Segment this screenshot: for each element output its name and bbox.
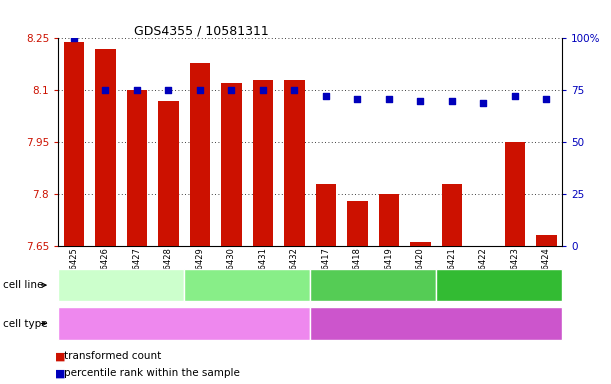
- Bar: [189, 63, 210, 246]
- Text: ■: ■: [55, 368, 65, 378]
- Bar: [221, 83, 241, 246]
- Bar: [64, 42, 84, 246]
- Text: iNOS dependent: iNOS dependent: [393, 318, 479, 329]
- Text: uvmo-3: uvmo-3: [227, 280, 267, 290]
- Bar: [505, 142, 525, 246]
- Point: [478, 99, 488, 106]
- Bar: [347, 201, 368, 246]
- Bar: [252, 80, 273, 246]
- Point: [510, 93, 520, 99]
- Text: cell line: cell line: [3, 280, 43, 290]
- Point: [353, 96, 362, 102]
- Point: [258, 87, 268, 93]
- Point: [195, 87, 205, 93]
- Point: [541, 96, 551, 102]
- Text: GDS4355 / 10581311: GDS4355 / 10581311: [134, 24, 268, 37]
- Point: [384, 96, 393, 102]
- Bar: [410, 242, 431, 246]
- Bar: [158, 101, 178, 246]
- Text: uvmo-4: uvmo-4: [353, 280, 393, 290]
- Point: [132, 87, 142, 93]
- Bar: [316, 184, 336, 246]
- Point: [415, 98, 425, 104]
- Point: [447, 98, 457, 104]
- Text: iNOS independent: iNOS independent: [137, 318, 232, 329]
- Point: [163, 87, 173, 93]
- Point: [321, 93, 331, 99]
- Text: uvmo-2: uvmo-2: [101, 280, 141, 290]
- Text: transformed count: transformed count: [64, 351, 161, 361]
- Point: [227, 87, 236, 93]
- Point: [100, 87, 110, 93]
- Text: Spl4-10: Spl4-10: [479, 280, 519, 290]
- Bar: [379, 194, 399, 246]
- Bar: [442, 184, 462, 246]
- Text: ■: ■: [55, 351, 65, 361]
- Text: percentile rank within the sample: percentile rank within the sample: [64, 368, 240, 378]
- Point: [69, 35, 79, 41]
- Bar: [95, 49, 115, 246]
- Point: [290, 87, 299, 93]
- Bar: [284, 80, 304, 246]
- Bar: [536, 235, 557, 246]
- Bar: [126, 90, 147, 246]
- Text: cell type: cell type: [3, 318, 48, 329]
